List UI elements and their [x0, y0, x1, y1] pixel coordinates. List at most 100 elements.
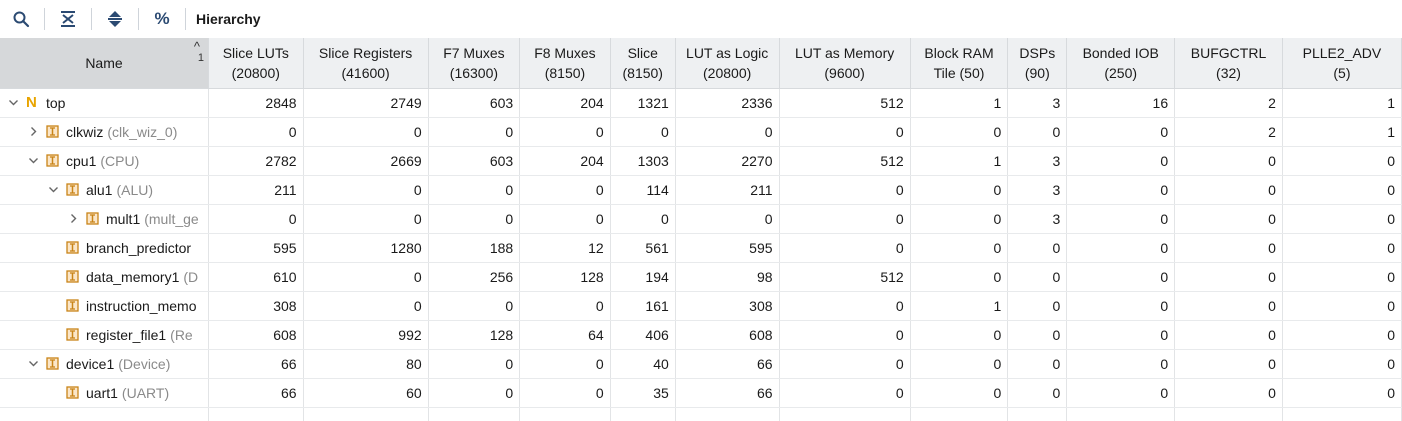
utilization-cell: 0: [208, 117, 304, 147]
utilization-cell: 0: [1066, 117, 1176, 147]
utilization-cell: 0: [1066, 146, 1176, 176]
expand-all-icon: [108, 11, 122, 27]
table-row[interactable]: clkwiz (clk_wiz_0) 0 0 0 0 0 0 0 0 0 0 2 1: [0, 117, 1402, 147]
utilization-cell: 0: [1174, 291, 1283, 321]
instance-name: branch_predictor: [86, 239, 192, 256]
utilization-cell: 0: [519, 204, 611, 234]
utilization-cell: 0: [428, 378, 521, 408]
utilization-cell: 0: [519, 378, 611, 408]
utilization-cell: 0: [1007, 291, 1068, 321]
column-header[interactable]: Slice Registers (41600): [303, 38, 429, 89]
utilization-cell: 1303: [610, 146, 676, 176]
hierarchy-name-cell[interactable]: register_file1 (Re: [0, 320, 209, 350]
column-header[interactable]: Slice LUTs (20800): [208, 38, 304, 89]
utilization-cell: 0: [428, 204, 521, 234]
utilization-cell: 0: [779, 204, 911, 234]
instance-icon: [46, 153, 60, 168]
utilization-cell: 0: [779, 349, 911, 379]
empty-cell: [910, 407, 1009, 421]
expand-all-button[interactable]: [100, 4, 130, 34]
utilization-cell: 2270: [675, 146, 780, 176]
hierarchy-name-cell[interactable]: instruction_memo: [0, 291, 209, 321]
instance-icon: [66, 327, 80, 342]
utilization-cell: 0: [1066, 204, 1176, 234]
hierarchy-name-cell[interactable]: cpu1 (CPU): [0, 146, 209, 176]
column-header[interactable]: BUFGCTRL (32): [1174, 38, 1283, 89]
utilization-cell: 0: [779, 378, 911, 408]
column-header[interactable]: Slice (8150): [610, 38, 676, 89]
module-name: (CPU): [100, 152, 140, 169]
table-row[interactable]: uart1 (UART) 66 60 0 0 35 66 0 0 0 0 0 0: [0, 378, 1402, 408]
table-row[interactable]: mult1 (mult_ge 0 0 0 0 0 0 0 0 3 0 0 0: [0, 204, 1402, 234]
utilization-cell: 3: [1007, 146, 1068, 176]
chevron-down-icon[interactable]: [26, 154, 40, 168]
utilization-cell: 0: [779, 117, 911, 147]
sort-order: 1: [197, 52, 204, 64]
column-header-label: Slice Registers: [318, 44, 413, 61]
percent-button[interactable]: %: [147, 4, 177, 34]
chevron-down-icon[interactable]: [6, 96, 20, 110]
percent-icon: %: [154, 9, 170, 28]
chevron-down-icon[interactable]: [26, 357, 40, 371]
column-header-capacity: (250): [1104, 64, 1138, 81]
column-header-capacity: (16300): [449, 64, 499, 81]
instance-name: uart1: [86, 384, 118, 401]
empty-row: [0, 407, 1402, 421]
utilization-cell: 0: [1174, 146, 1283, 176]
chevron-right-icon[interactable]: [66, 212, 80, 226]
hierarchy-name-cell[interactable]: data_memory1 (D: [0, 262, 209, 292]
table-row[interactable]: branch_predictor 595 1280 188 12 561 595 0 0 0 0 0 0: [0, 233, 1402, 263]
column-header[interactable]: DSPs (90): [1007, 38, 1068, 89]
hierarchy-name-cell[interactable]: uart1 (UART): [0, 378, 209, 408]
search-button[interactable]: [6, 4, 36, 34]
table-row[interactable]: instruction_memo 308 0 0 0 161 308 0 1 0 0 0 0: [0, 291, 1402, 321]
column-header[interactable]: F8 Muxes (8150): [519, 38, 611, 89]
utilization-cell: 0: [519, 291, 611, 321]
collapse-all-button[interactable]: [53, 4, 83, 34]
hierarchy-name-cell[interactable]: mult1 (mult_ge: [0, 204, 209, 234]
hierarchy-name-cell[interactable]: alu1 (ALU): [0, 175, 209, 205]
hierarchy-name-cell[interactable]: clkwiz (clk_wiz_0): [0, 117, 209, 147]
utilization-cell: 0: [303, 175, 429, 205]
toolbar-separator: [44, 8, 45, 30]
utilization-cell: 0: [1174, 204, 1283, 234]
chevron-right-icon[interactable]: [26, 125, 40, 139]
column-header-label: Bonded IOB: [1082, 44, 1159, 61]
empty-cell: [1174, 407, 1283, 421]
utilization-cell: 406: [610, 320, 676, 350]
column-header[interactable]: Bonded IOB (250): [1066, 38, 1176, 89]
hierarchy-name-cell[interactable]: device1 (Device): [0, 349, 209, 379]
column-header-label: LUT as Logic: [686, 44, 769, 61]
utilization-cell: 0: [428, 349, 521, 379]
column-header-label: PLLE2_ADV: [1302, 44, 1382, 61]
utilization-cell: 1: [1282, 117, 1402, 147]
column-header[interactable]: PLLE2_ADV (5): [1282, 38, 1402, 89]
utilization-cell: 0: [1282, 349, 1402, 379]
chevron-down-icon[interactable]: [46, 183, 60, 197]
toolbar-separator: [185, 8, 186, 30]
utilization-cell: 0: [303, 204, 429, 234]
column-header-name[interactable]: Name ^ 1: [0, 38, 209, 89]
empty-cell: [1282, 407, 1402, 421]
column-header[interactable]: F7 Muxes (16300): [428, 38, 521, 89]
hierarchy-node: clkwiz (clk_wiz_0): [0, 118, 207, 146]
column-header[interactable]: LUT as Logic (20800): [675, 38, 780, 89]
hierarchy-node: cpu1 (CPU): [0, 147, 207, 175]
table-row[interactable]: device1 (Device) 66 80 0 0 40 66 0 0 0 0 0 0: [0, 349, 1402, 379]
table-row[interactable]: alu1 (ALU) 211 0 0 0 114 211 0 0 3 0 0 0: [0, 175, 1402, 205]
column-header[interactable]: LUT as Memory (9600): [779, 38, 911, 89]
table-row[interactable]: cpu1 (CPU) 2782 2669 603 204 1303 2270 512 1 3 0 0 0: [0, 146, 1402, 176]
table-row[interactable]: register_file1 (Re 608 992 128 64 406 608 0 0 0 0 0 0: [0, 320, 1402, 350]
hierarchy-name-cell[interactable]: branch_predictor: [0, 233, 209, 263]
utilization-cell: 0: [1174, 349, 1283, 379]
table-row[interactable]: data_memory1 (D 610 0 256 128 194 98 512 0 0 0 0 0: [0, 262, 1402, 292]
hierarchy-node: alu1 (ALU): [0, 176, 207, 204]
utilization-cell: 1280: [303, 233, 429, 263]
instance-name: cpu1: [66, 152, 97, 169]
empty-cell: [428, 407, 521, 421]
column-header[interactable]: Block RAM Tile (50): [910, 38, 1009, 89]
utilization-cell: 0: [428, 175, 521, 205]
